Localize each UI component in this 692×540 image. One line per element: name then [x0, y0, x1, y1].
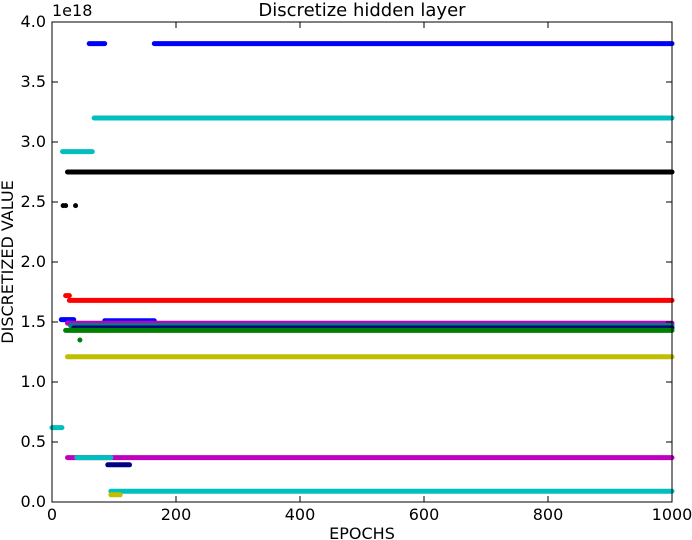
y-tick-label: 1.0 [21, 372, 46, 391]
x-tick-label: 1000 [652, 505, 692, 524]
series-8-point-0 [77, 337, 83, 343]
y-tick-label: 4.0 [21, 12, 46, 31]
x-axis-label: EPOCHS [329, 524, 395, 540]
x-tick-label: 800 [533, 505, 564, 524]
y-tick-label: 0.0 [21, 492, 46, 511]
plot-frame [51, 21, 673, 503]
series-2-point-2 [73, 203, 79, 209]
y-tick-label: 2.5 [21, 192, 46, 211]
x-tick-label: 0 [47, 505, 57, 524]
data-layer [49, 41, 675, 498]
chart-title: Discretize hidden layer [258, 0, 466, 21]
y-tick-label: 3.0 [21, 132, 46, 151]
x-tick-label: 400 [285, 505, 316, 524]
series-2-point-1 [63, 203, 69, 209]
y-tick-label: 2.0 [21, 252, 46, 271]
y-tick-label: 0.5 [21, 432, 46, 451]
y-axis-label: DISCRETIZED VALUE [0, 180, 17, 343]
y-offset-label: 1e18 [52, 1, 92, 20]
x-tick-label: 200 [161, 505, 192, 524]
y-tick-label: 3.5 [21, 72, 46, 91]
x-tick-label: 600 [409, 505, 440, 524]
axes-layer: 0 200 400 600 800 1000 0.0 0.5 1.0 1.5 2.0 2.5 3.0 3.… [21, 12, 692, 524]
y-tick-label: 1.5 [21, 312, 46, 331]
